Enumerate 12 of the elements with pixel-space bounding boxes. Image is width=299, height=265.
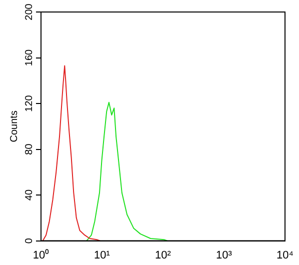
y-tick-label: 160 xyxy=(24,48,35,66)
y-tick-label: 120 xyxy=(24,94,35,112)
x-tick-label: 10² xyxy=(155,249,172,262)
x-tick-label: 10⁰ xyxy=(32,248,50,262)
y-tick-label: 40 xyxy=(24,189,35,201)
x-tick-label: 10¹ xyxy=(94,249,110,262)
x-tick-label: 10³ xyxy=(216,249,232,262)
y-tick-label: 80 xyxy=(24,143,35,155)
y-tick-label: 0 xyxy=(24,238,35,244)
y-tick-label: 200 xyxy=(24,3,35,20)
y-axis-title: Counts xyxy=(8,110,20,142)
x-tick-label: 10⁴ xyxy=(276,249,294,262)
